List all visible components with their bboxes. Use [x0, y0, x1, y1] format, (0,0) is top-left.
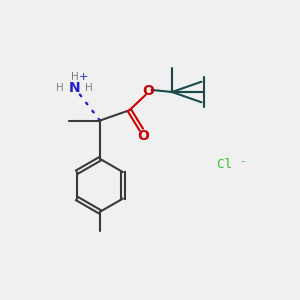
Text: O: O	[142, 84, 154, 98]
Text: Cl ⁻: Cl ⁻	[218, 158, 248, 171]
Text: H: H	[71, 72, 79, 82]
Text: +: +	[79, 72, 88, 82]
Text: H: H	[85, 83, 93, 93]
Text: O: O	[138, 129, 149, 143]
Text: N: N	[69, 81, 81, 95]
Text: H: H	[56, 83, 64, 93]
